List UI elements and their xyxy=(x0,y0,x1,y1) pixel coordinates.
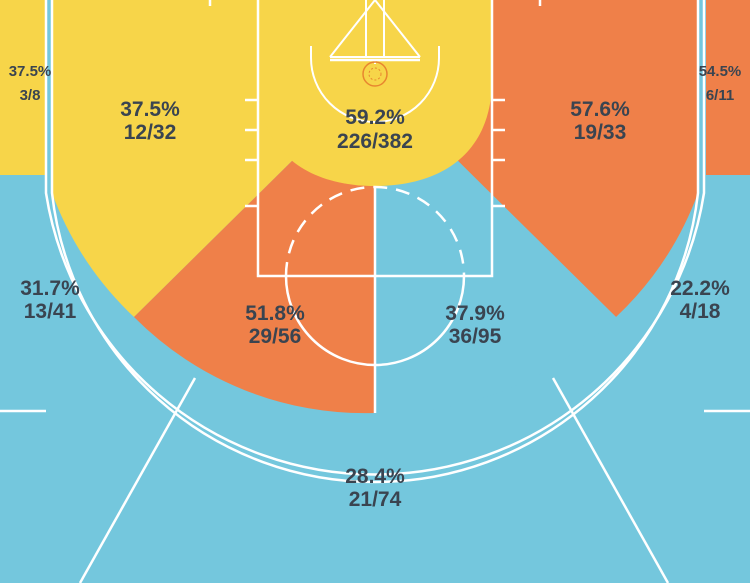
zone-right-elbow-mid xyxy=(375,156,616,414)
label-frac-right-mid-baseline: 19/33 xyxy=(574,121,627,144)
court-line xyxy=(374,0,421,58)
label-pct-left-elbow-mid: 51.8% xyxy=(245,302,305,325)
label-pct-restricted-area: 59.2% xyxy=(345,106,405,129)
label-pct-left-wing-3: 31.7% xyxy=(20,277,80,300)
label-frac-left-corner-3: 3/8 xyxy=(20,87,41,104)
rim-inner xyxy=(368,67,382,81)
court-line xyxy=(551,377,670,583)
label-pct-top-of-key-3: 28.4% xyxy=(345,465,405,488)
label-frac-restricted-area: 226/382 xyxy=(337,130,413,153)
court-line xyxy=(78,377,197,583)
label-frac-left-wing-3: 13/41 xyxy=(24,300,77,323)
label-frac-top-of-key-3: 21/74 xyxy=(349,488,402,511)
label-frac-right-elbow-mid: 36/95 xyxy=(449,325,502,348)
label-pct-left-mid-baseline: 37.5% xyxy=(120,98,180,121)
label-frac-right-wing-3: 4/18 xyxy=(680,300,721,323)
court-line xyxy=(310,57,440,123)
zone-labels: 37.5% 3/8 37.5% 12/32 59.2% 226/382 57.6… xyxy=(9,63,742,511)
label-pct-left-corner-3: 37.5% xyxy=(9,63,52,80)
zone-left-elbow-mid xyxy=(134,156,375,414)
rim xyxy=(362,61,388,87)
court-line xyxy=(329,0,376,58)
zone-restricted-area xyxy=(258,0,492,186)
zone-left-corner-3 xyxy=(0,0,45,175)
zone-right-corner-3 xyxy=(706,0,750,175)
label-pct-right-elbow-mid: 37.9% xyxy=(445,302,505,325)
court-line xyxy=(50,0,700,484)
label-frac-right-corner-3: 6/11 xyxy=(706,87,734,104)
label-pct-right-corner-3: 54.5% xyxy=(699,63,742,80)
court-line xyxy=(256,0,494,278)
label-frac-left-mid-baseline: 12/32 xyxy=(124,121,177,144)
court-line xyxy=(284,275,466,367)
label-frac-left-elbow-mid: 29/56 xyxy=(249,325,302,348)
label-pct-right-wing-3: 22.2% xyxy=(670,277,730,300)
label-pct-right-mid-baseline: 57.6% xyxy=(570,98,630,121)
court-line xyxy=(284,185,466,277)
rim-circle xyxy=(362,61,388,87)
